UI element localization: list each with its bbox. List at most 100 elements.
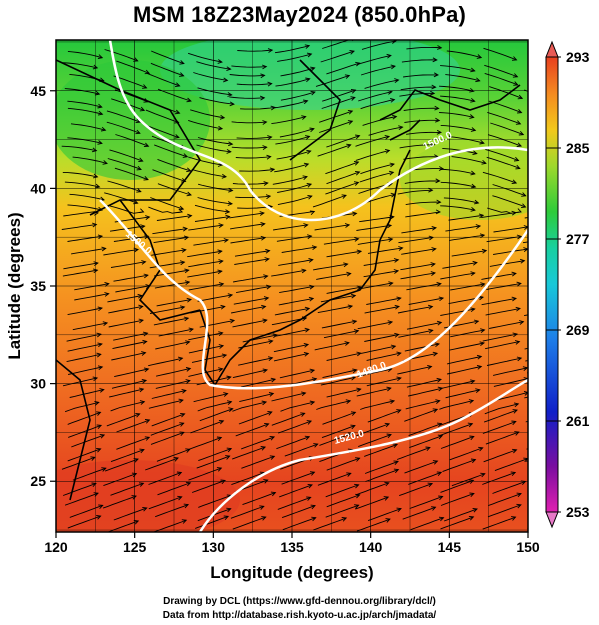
streamline-arrowhead [301, 115, 307, 120]
streamline-arrowhead [181, 177, 187, 183]
streamline [69, 504, 103, 518]
streamline-arrowhead [175, 82, 181, 87]
streamline-arrowhead [387, 320, 394, 326]
streamline [195, 515, 229, 529]
streamline [325, 161, 359, 175]
streamline-arrowhead [135, 412, 141, 418]
streamline-arrowhead [267, 48, 274, 53]
streamline [104, 192, 138, 204]
streamline [116, 419, 150, 433]
streamline-arrowhead [96, 352, 102, 358]
streamline-arrowhead [307, 194, 313, 200]
streamline [107, 180, 141, 193]
streamline [284, 443, 318, 457]
streamline [323, 330, 359, 339]
colorbar-lower-arrow [545, 511, 559, 529]
streamline [399, 483, 433, 497]
streamline-arrowhead [385, 518, 391, 523]
streamline-arrowhead [351, 319, 358, 325]
streamline [194, 204, 230, 213]
streamline [66, 353, 101, 363]
streamline [450, 283, 485, 291]
streamline-arrowhead [306, 496, 312, 501]
streamline-arrowhead [261, 64, 268, 70]
streamline-arrowhead [185, 481, 192, 487]
streamline-arrowhead [228, 141, 234, 147]
streamline [326, 286, 362, 294]
streamline-arrowhead [350, 89, 357, 94]
streamline-arrowhead [481, 248, 488, 254]
streamline [153, 236, 189, 244]
streamline-arrowhead [304, 435, 311, 441]
streamline-arrowhead [438, 495, 444, 501]
streamline [406, 283, 441, 291]
streamline [486, 282, 521, 290]
streamline-arrowhead [133, 458, 139, 463]
streamline-arrowhead [513, 81, 519, 86]
streamline [445, 389, 480, 399]
streamline-arrowhead [476, 54, 483, 59]
streamline [357, 238, 393, 245]
streamline-arrowhead [143, 367, 150, 373]
x-axis: 120 125 130 135 140 145 150 [44, 532, 540, 555]
streamline [487, 504, 522, 518]
streamline-arrowhead [92, 376, 99, 382]
streamline-arrowhead [558, 71, 562, 75]
streamline [355, 150, 390, 161]
streamline [157, 88, 192, 102]
streamline-arrowhead [259, 95, 266, 101]
streamline-arrowhead [435, 399, 441, 404]
streamline [359, 171, 394, 183]
streamline [401, 59, 437, 63]
streamline [449, 447, 483, 461]
streamline-arrowhead [470, 97, 476, 103]
streamline-arrowhead [521, 192, 527, 197]
colorbar-tick-label: 253 [566, 504, 590, 520]
streamline-arrowhead [139, 448, 145, 454]
streamline [113, 332, 148, 341]
streamline-arrowhead [185, 340, 191, 345]
streamline [449, 234, 485, 241]
streamline [360, 65, 396, 76]
streamline [440, 436, 474, 449]
streamline [154, 281, 190, 289]
streamline-arrowhead [567, 293, 571, 297]
streamline [199, 97, 234, 105]
streamline [440, 479, 474, 493]
streamline-arrowhead [269, 435, 276, 441]
streamline [108, 305, 143, 314]
wind-streamlines [61, 40, 571, 532]
streamline [116, 60, 150, 74]
streamline-arrowhead [346, 143, 352, 149]
streamline-arrowhead [516, 208, 522, 213]
streamline-arrowhead [221, 353, 228, 359]
streamline-arrowhead [178, 398, 184, 404]
streamline-arrowhead [181, 388, 187, 394]
streamline-arrowhead [304, 44, 311, 49]
streamline-arrowhead [303, 351, 310, 357]
streamline [188, 368, 223, 377]
streamline [439, 423, 473, 437]
streamline-arrowhead [388, 281, 394, 286]
streamline-arrowhead [435, 209, 442, 215]
streamline-arrowhead [265, 194, 272, 200]
streamline-arrowhead [267, 356, 274, 361]
streamline-arrowhead [100, 126, 107, 132]
streamline [445, 225, 481, 232]
streamline [67, 343, 102, 352]
streamline-arrowhead [386, 433, 392, 439]
streamline-arrowhead [184, 280, 191, 286]
streamline-arrowhead [436, 199, 442, 205]
streamline-arrowhead [94, 90, 101, 96]
streamline-arrowhead [135, 118, 142, 124]
streamline [440, 272, 475, 280]
streamline [314, 342, 349, 351]
streamline-arrowhead [262, 318, 268, 324]
streamline [191, 354, 227, 363]
streamline [242, 492, 276, 506]
streamline-arrowhead [179, 60, 185, 65]
streamline-arrowhead [185, 448, 191, 453]
streamline-arrowhead [305, 77, 311, 83]
streamline-arrowhead [228, 407, 234, 412]
streamline [112, 340, 147, 350]
